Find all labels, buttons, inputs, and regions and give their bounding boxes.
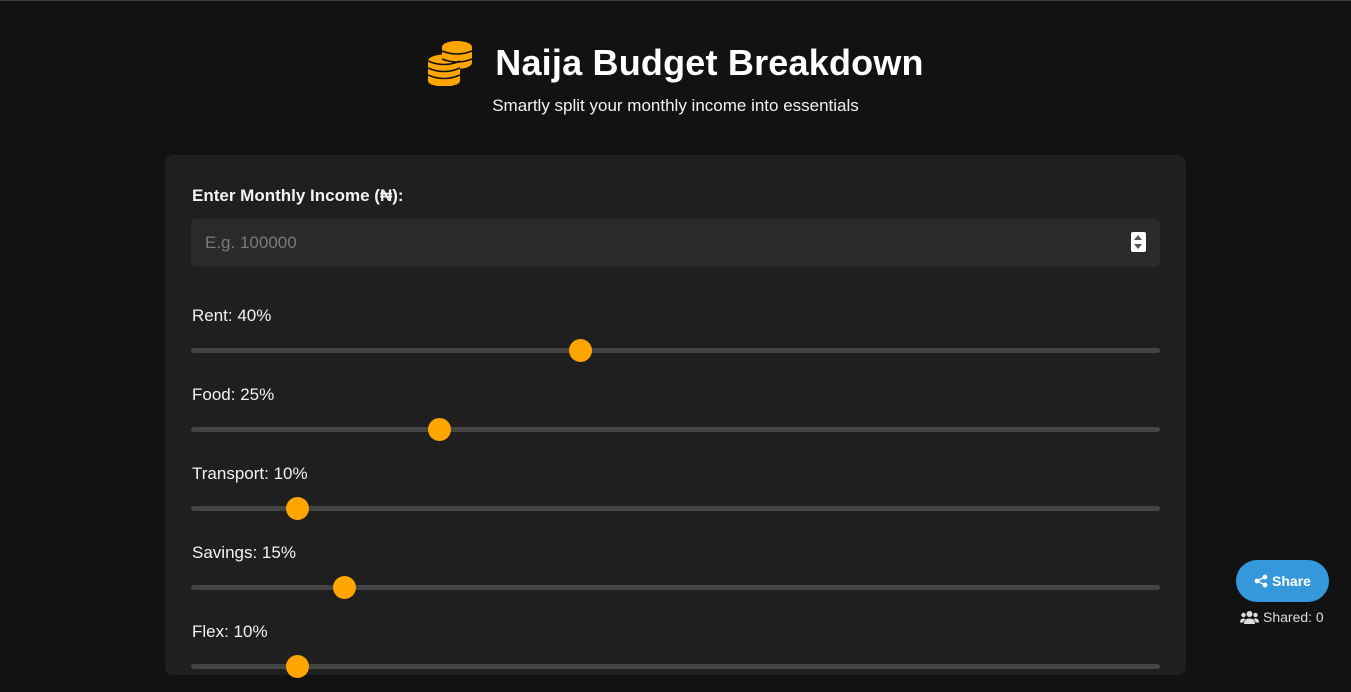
slider-label-food: Food: 25% [192,385,275,404]
slider-track-savings[interactable] [191,585,1160,590]
slider-track-food[interactable] [191,427,1160,432]
slider-track-rent[interactable] [191,348,1160,353]
page-subtitle: Smartly split your monthly income into e… [492,96,859,115]
title-row: Naija Budget Breakdown [0,40,1351,86]
slider-thumb-food[interactable] [427,418,451,441]
slider-transport: Transport: 10% [191,464,1160,534]
share-icon [1254,574,1268,588]
slider-thumb-flex[interactable] [285,655,309,678]
page-title: Naija Budget Breakdown [495,42,924,83]
slider-food: Food: 25% [191,385,1160,455]
share-button-label: Share [1272,573,1311,589]
slider-label-savings: Savings: 15% [192,543,296,562]
slider-savings: Savings: 15% [191,543,1160,613]
budget-card: Enter Monthly Income (₦): Rent: 40% Food… [165,155,1186,678]
slider-thumb-rent[interactable] [569,339,593,362]
slider-label-flex: Flex: 10% [192,622,268,641]
income-input[interactable] [191,219,1160,267]
coins-icon [427,41,473,86]
shared-count-label: Shared: 0 [1263,609,1324,625]
shared-count: Shared: 0 [1240,609,1324,625]
share-button[interactable]: Share [1236,560,1329,602]
slider-label-rent: Rent: 40% [192,306,272,325]
slider-thumb-transport[interactable] [285,497,309,520]
slider-label-transport: Transport: 10% [192,464,308,483]
spinner-up-icon[interactable] [1134,235,1142,240]
income-label: Enter Monthly Income (₦): [192,186,404,205]
slider-track-transport[interactable] [191,506,1160,511]
slider-flex: Flex: 10% [191,622,1160,692]
spinner-down-icon[interactable] [1134,244,1142,249]
number-spinner[interactable] [1131,232,1146,252]
users-icon [1240,610,1259,624]
income-field-wrapper [191,219,1160,267]
slider-track-flex[interactable] [191,664,1160,669]
top-border [0,0,1351,1]
slider-thumb-savings[interactable] [332,576,356,599]
slider-rent: Rent: 40% [191,306,1160,376]
